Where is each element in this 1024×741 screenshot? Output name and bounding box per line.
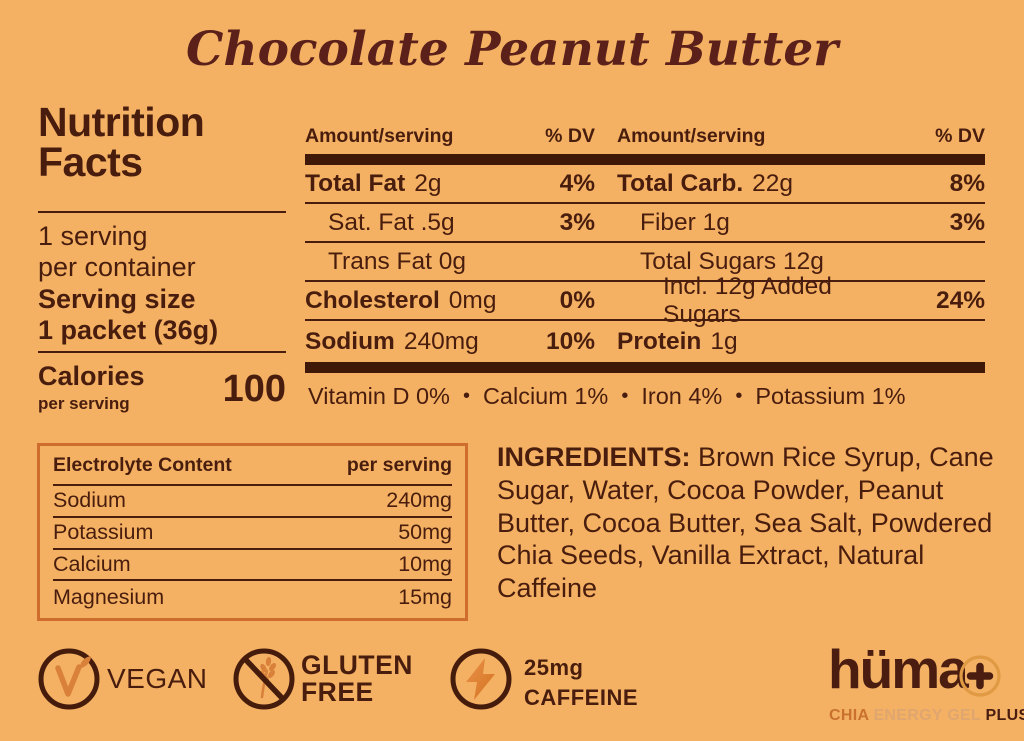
electrolyte-row: Potassium 50mg: [53, 518, 452, 550]
serving-size-value: 1 packet (36g): [38, 315, 219, 346]
electrolyte-row: Magnesium 15mg: [53, 581, 452, 613]
caffeine-amount: 25mg: [524, 655, 584, 680]
table-row: Total Fat 2g 4% Total Carb. 22g 8%: [305, 165, 985, 204]
col-dv-right: % DV: [935, 125, 985, 147]
gluten-free-line2: FREE: [301, 676, 374, 707]
bullet-separator: •: [462, 384, 470, 407]
nutrient-dv: 3%: [949, 208, 985, 236]
electrolyte-name: Calcium: [53, 551, 131, 576]
nutrient-amount: Incl. 12g Added Sugars: [663, 272, 832, 328]
vitamins-minerals-line: Vitamin D 0% • Calcium 1% • Iron 4% • Po…: [305, 373, 985, 419]
servings-line2: per container: [38, 252, 196, 283]
electrolyte-name: Potassium: [53, 520, 154, 545]
nutrient-dv: 24%: [935, 286, 985, 314]
electrolyte-name: Magnesium: [53, 584, 165, 609]
electrolyte-value: 10mg: [398, 551, 452, 576]
caffeine-label: 25mg CAFFEINE: [524, 653, 638, 712]
ingredients-text: INGREDIENTS: Brown Rice Syrup, Cane Suga…: [497, 441, 1014, 605]
electrolyte-header-label: Electrolyte Content: [53, 453, 232, 476]
calories-sub-label: per serving: [38, 394, 130, 413]
calories-label: Calories: [38, 361, 145, 391]
heading-line2: Facts: [38, 139, 143, 186]
divider: [38, 351, 286, 353]
vegan-label: VEGAN: [107, 663, 208, 694]
table-row: Sodium 240mg 10% Protein 1g: [305, 321, 985, 362]
calories-value: 100: [222, 368, 286, 410]
tagline-energy-gel: ENERGY GEL: [868, 707, 986, 724]
tagline-plus: PLUS: [985, 707, 1024, 724]
electrolyte-name: Sodium: [53, 488, 126, 513]
nutrient-dv: 4%: [559, 169, 595, 197]
serving-size: Serving size 1 packet (36g): [38, 284, 218, 347]
ingredients-label: INGREDIENTS:: [497, 442, 691, 472]
servings-line1: 1 serving: [38, 221, 148, 251]
col-amount-left: Amount/serving: [305, 125, 454, 147]
serving-size-label: Serving size: [38, 284, 196, 314]
vitamin-item: Calcium 1%: [482, 382, 609, 409]
divider: [38, 211, 286, 213]
nutrient-dv: 10%: [545, 327, 595, 355]
gluten-free-line1: GLUTEN: [301, 650, 413, 680]
table-row: Cholesterol 0mg 0% Incl. 12g Added Sugars…: [305, 273, 985, 328]
no-wheat-icon: [233, 648, 295, 710]
electrolyte-table: Electrolyte Content per serving Sodium 2…: [37, 443, 468, 621]
nutrient-dv: 0%: [559, 286, 595, 314]
col-amount-right: Amount/serving: [617, 125, 766, 147]
bullet-separator: •: [735, 384, 743, 407]
nutrition-table: Amount/serving % DV Amount/serving % DV …: [305, 120, 985, 419]
table-row: Trans Fat 0g Total Sugars 12g: [305, 243, 985, 282]
thick-rule: [305, 154, 985, 165]
electrolyte-value: 50mg: [398, 520, 452, 545]
gluten-free-label: GLUTEN FREE: [301, 652, 413, 705]
electrolyte-value: 15mg: [398, 584, 452, 609]
nutrient-name: Total Fat: [305, 169, 406, 197]
nutrient-name: Cholesterol: [305, 286, 440, 314]
vegan-v-leaf-icon: [38, 648, 100, 710]
nutrient-amount: 240mg: [403, 327, 479, 355]
servings-per-container: 1 serving per container: [38, 221, 196, 284]
electrolyte-row: Sodium 240mg: [53, 486, 452, 518]
bullet-separator: •: [621, 384, 629, 407]
brand-name: hüma: [828, 638, 969, 700]
nutrient-dv: 8%: [949, 169, 985, 197]
nutrition-table-header: Amount/serving % DV Amount/serving % DV: [305, 120, 985, 154]
electrolyte-value: 240mg: [386, 488, 452, 513]
heading-line1: Nutrition: [38, 99, 205, 145]
nutrient-amount: Fiber 1g: [640, 208, 730, 236]
nutrition-facts-heading: Nutrition Facts: [38, 99, 286, 186]
nutrient-name: Sodium: [305, 327, 395, 355]
plus-circle-icon: [959, 655, 1001, 697]
flavor-title: Chocolate Peanut Butter: [185, 22, 838, 77]
tagline-chia: CHIA: [829, 707, 869, 724]
nutrient-amount: 1g: [710, 327, 738, 355]
electrolyte-header: Electrolyte Content per serving: [53, 446, 452, 486]
electrolyte-header-unit: per serving: [346, 453, 452, 476]
caffeine-word: CAFFEINE: [524, 684, 638, 710]
vitamin-item: Iron 4%: [641, 382, 723, 409]
nutrient-amount: Sat. Fat .5g: [328, 208, 455, 236]
nutrient-amount: Trans Fat 0g: [328, 247, 466, 275]
vitamin-item: Potassium 1%: [755, 382, 906, 409]
brand-tagline: CHIA ENERGY GEL PLUS: [829, 707, 1024, 725]
nutrient-name: Protein: [617, 327, 702, 355]
nutrient-amount: Total Sugars 12g: [640, 247, 824, 275]
nutrient-amount: 22g: [752, 169, 794, 197]
nutrient-amount: 2g: [414, 169, 442, 197]
nutrient-amount: 0mg: [448, 286, 497, 314]
huma-logo: hüma CHIA ENERGY GEL PLUS: [826, 638, 1024, 730]
nutrient-dv: 3%: [559, 208, 595, 236]
thick-rule: [305, 362, 985, 373]
ingredients-list: Brown Rice Syrup, Cane Sugar, Water, Coc…: [497, 442, 994, 604]
lightning-bolt-icon: [450, 648, 512, 710]
vitamin-item: Vitamin D 0%: [308, 382, 450, 409]
table-row: Sat. Fat .5g 3% Fiber 1g 3%: [305, 204, 985, 243]
col-dv-left: % DV: [545, 125, 595, 147]
nutrient-name: Total Carb.: [617, 169, 744, 197]
electrolyte-row: Calcium 10mg: [53, 550, 452, 582]
